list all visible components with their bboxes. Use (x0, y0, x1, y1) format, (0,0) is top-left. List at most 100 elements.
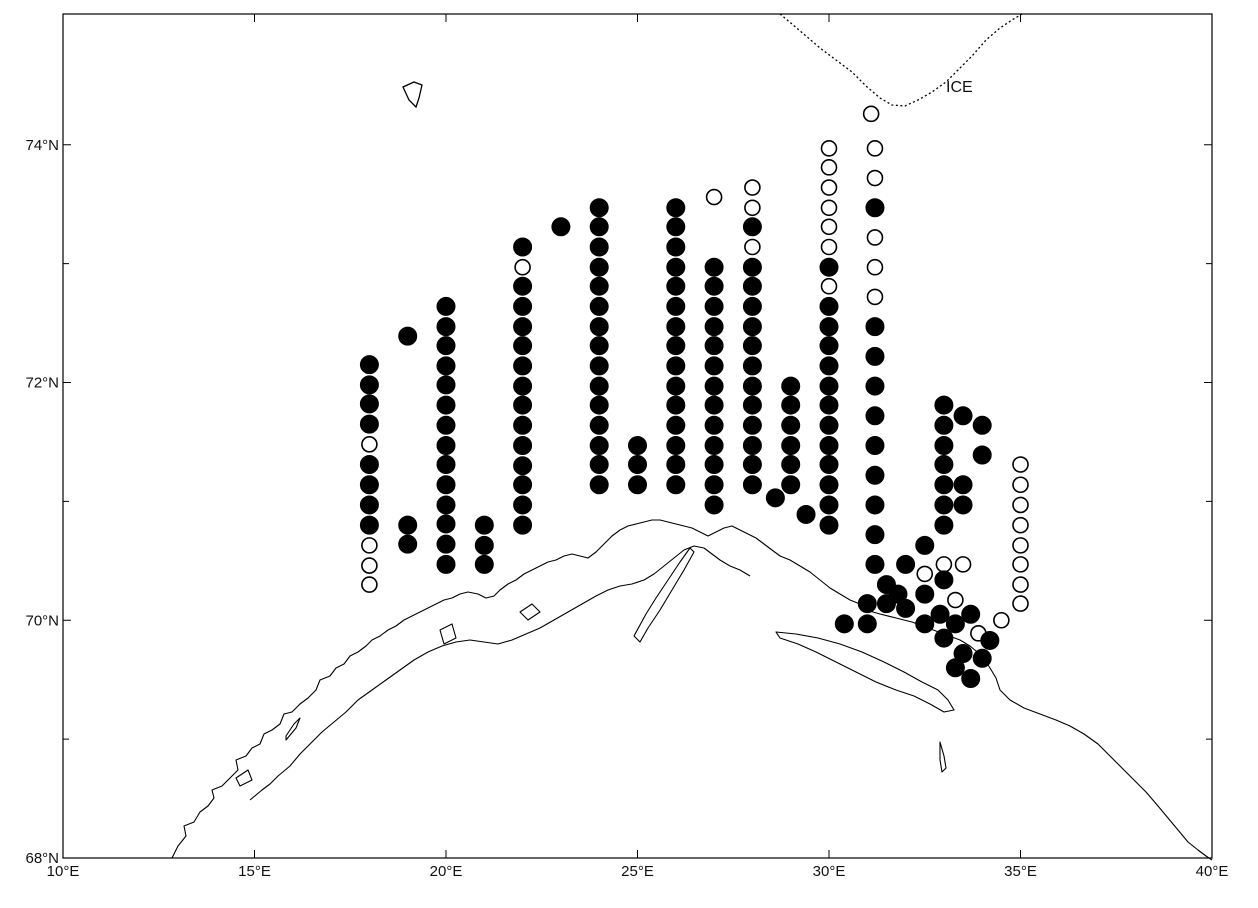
station-marker-open (866, 140, 884, 157)
station-marker-filled (589, 356, 609, 376)
station-marker-filled (704, 356, 724, 376)
station-marker-open (514, 258, 531, 276)
station-marker-filled (513, 276, 533, 296)
station-marker-filled (865, 317, 885, 337)
station-marker-open (820, 140, 838, 157)
station-marker-filled (742, 376, 762, 396)
station-marker-filled (742, 276, 762, 296)
station-marker-filled (819, 336, 839, 356)
station-marker-filled (742, 415, 762, 435)
station-marker-filled (819, 515, 839, 535)
station-marker-filled (934, 455, 954, 475)
station-marker-filled (436, 336, 456, 356)
station-marker-open (1012, 537, 1029, 554)
station-marker-filled (953, 406, 973, 426)
x-tick-label: 35°E (1004, 863, 1037, 880)
station-marker-filled (359, 515, 379, 535)
bear-island (402, 81, 423, 109)
station-marker-filled (819, 395, 839, 415)
station-marker-filled (934, 515, 954, 535)
station-marker-filled (934, 415, 954, 435)
station-marker-filled (666, 257, 686, 277)
station-marker-filled (666, 317, 686, 337)
y-tick-label: 68°N (25, 850, 59, 867)
station-marker-filled (865, 346, 885, 366)
station-marker-filled (865, 198, 885, 218)
station-marker-filled (513, 515, 533, 535)
station-marker-filled (436, 514, 456, 534)
station-marker-filled (819, 436, 839, 456)
station-marker-filled (934, 628, 954, 648)
station-marker-open (866, 229, 884, 246)
station-marker-filled (742, 475, 762, 495)
ice-edge-line (779, 13, 1023, 107)
station-marker-filled (589, 198, 609, 218)
station-marker-filled (934, 395, 954, 415)
station-marker-filled (819, 356, 839, 376)
station-marker-filled (666, 415, 686, 435)
station-marker-open (1012, 476, 1029, 494)
station-marker-open (361, 537, 378, 554)
station-marker-filled (666, 296, 686, 316)
station-marker-filled (704, 276, 724, 296)
station-marker-filled (915, 614, 935, 634)
station-marker-filled (589, 257, 609, 277)
station-marker-filled (704, 257, 724, 277)
station-marker-filled (666, 217, 686, 237)
station-marker-filled (666, 436, 686, 456)
station-marker-filled (819, 376, 839, 396)
station-marker-filled (781, 395, 801, 415)
x-tick-label: 40°E (1196, 863, 1229, 880)
station-marker-filled (961, 604, 981, 624)
y-tick-label: 72°N (25, 375, 59, 392)
station-marker-open (993, 611, 1010, 629)
station-marker-filled (513, 475, 533, 495)
station-marker-filled (742, 217, 762, 237)
station-marker-filled (934, 570, 954, 590)
station-marker-filled (865, 436, 885, 456)
station-marker-open (862, 105, 880, 123)
station-marker-open (705, 188, 723, 206)
station-marker-filled (781, 376, 801, 396)
station-marker-filled (436, 375, 456, 395)
station-marker-filled (436, 554, 456, 574)
station-marker-open (361, 436, 378, 453)
station-marker-filled (865, 525, 885, 545)
station-marker-open (820, 218, 838, 236)
station-marker-open (1012, 595, 1029, 612)
station-marker-filled (742, 336, 762, 356)
station-marker-filled (930, 604, 950, 624)
fjord-island-2 (235, 769, 253, 787)
station-marker-filled (513, 436, 533, 456)
station-marker-filled (666, 395, 686, 415)
station-marker-filled (589, 395, 609, 415)
station-marker-filled (742, 395, 762, 415)
rybachy-peninsula (775, 631, 955, 713)
station-marker-filled (742, 436, 762, 456)
norway-coastline (171, 519, 867, 859)
station-marker-filled (589, 276, 609, 296)
station-marker-filled (865, 554, 885, 574)
station-marker-filled (589, 376, 609, 396)
station-marker-filled (359, 495, 379, 515)
station-marker-filled (513, 237, 533, 257)
y-tick-label: 70°N (25, 612, 59, 629)
station-marker-open (744, 238, 761, 256)
station-marker-filled (865, 465, 885, 485)
station-marker-open (820, 199, 838, 217)
station-marker-filled (819, 415, 839, 435)
station-marker-filled (589, 455, 609, 475)
station-marker-filled (359, 375, 379, 395)
fjord-island-3 (439, 623, 457, 645)
station-marker-filled (915, 535, 935, 555)
station-marker-open (866, 258, 884, 276)
station-marker-filled (704, 317, 724, 337)
station-marker-filled (436, 415, 456, 435)
station-marker-filled (628, 475, 647, 495)
station-marker-filled (819, 257, 839, 277)
station-marker-filled (666, 455, 686, 475)
station-marker-filled (857, 614, 877, 634)
station-marker-filled (436, 395, 456, 415)
station-marker-filled (865, 376, 885, 396)
